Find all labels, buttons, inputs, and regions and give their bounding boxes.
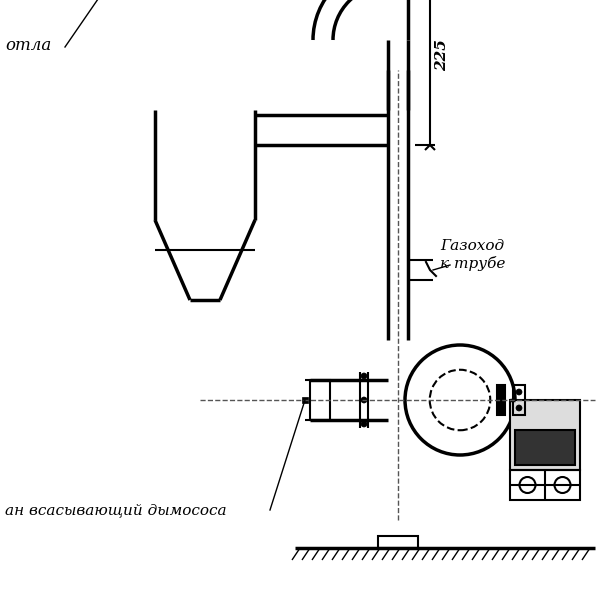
Bar	[510, 470, 580, 500]
Circle shape	[516, 389, 522, 395]
Bar	[302, 397, 308, 403]
Circle shape	[361, 397, 367, 403]
Bar	[515, 430, 575, 465]
Bar	[510, 400, 580, 470]
Bar	[378, 536, 418, 548]
Bar	[513, 385, 525, 415]
Bar	[497, 401, 505, 407]
Circle shape	[361, 421, 367, 427]
Bar	[497, 409, 505, 415]
Text: ан всасывающий дымососа: ан всасывающий дымососа	[5, 503, 227, 517]
Circle shape	[361, 373, 367, 379]
Bar	[497, 385, 505, 391]
Bar	[497, 393, 505, 399]
Bar	[310, 380, 330, 420]
Text: Газоход
к трубе: Газоход к трубе	[440, 239, 505, 271]
Text: отла: отла	[5, 37, 51, 53]
Text: 225: 225	[435, 39, 449, 71]
Circle shape	[516, 405, 522, 411]
